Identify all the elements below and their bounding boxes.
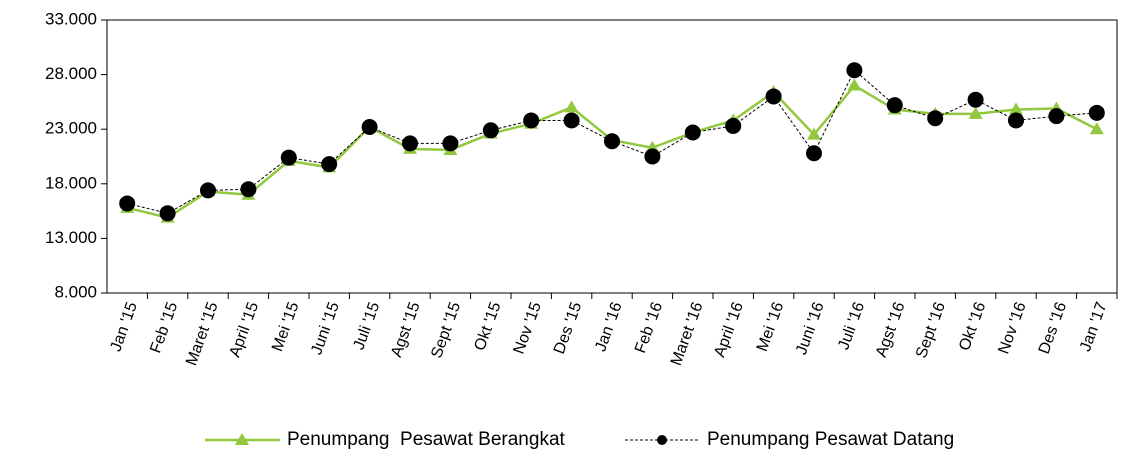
marker — [159, 205, 176, 222]
marker — [442, 135, 459, 152]
y-tick-label: 8.000 — [54, 282, 97, 301]
x-tick-label: Mei '15 — [269, 300, 302, 354]
marker — [807, 127, 821, 140]
legend-label: Penumpang Pesawat Berangkat — [287, 429, 566, 450]
x-tick-label: Agst '16 — [873, 300, 909, 360]
x-tick-label: Sept '16 — [913, 300, 949, 361]
x-tick-label: Nov '15 — [511, 300, 545, 356]
legend-marker — [657, 435, 667, 445]
x-tick-label: Juni '15 — [308, 300, 343, 357]
x-tick-label: Juli '16 — [835, 300, 868, 352]
y-tick-label: 13.000 — [45, 228, 97, 247]
x-tick-label: Jan '16 — [592, 300, 625, 354]
marker — [119, 195, 136, 212]
marker — [967, 91, 984, 108]
marker — [846, 62, 863, 79]
marker — [806, 145, 822, 162]
marker — [604, 133, 620, 150]
marker — [1009, 102, 1023, 115]
marker — [402, 135, 418, 152]
marker — [1008, 112, 1024, 129]
marker — [321, 156, 338, 173]
marker — [200, 182, 216, 199]
x-tick-label: Maret '15 — [183, 300, 222, 368]
marker — [684, 124, 701, 141]
marker — [765, 88, 782, 105]
x-tick-label: April '15 — [227, 300, 263, 360]
x-tick-label: Agst '15 — [388, 300, 424, 360]
x-tick-label: Maret '16 — [668, 300, 707, 368]
marker — [1048, 108, 1065, 125]
marker — [240, 181, 257, 198]
y-tick-label: 18.000 — [45, 173, 97, 192]
x-tick-label: Des '15 — [551, 300, 585, 356]
marker — [644, 148, 661, 165]
x-tick-label: Feb '15 — [147, 300, 181, 356]
marker — [523, 112, 540, 129]
x-tick-label: Mei '16 — [754, 300, 787, 354]
series-line — [126, 83, 1098, 219]
x-tick-label: April '16 — [711, 300, 747, 360]
legend-marker — [235, 433, 249, 445]
x-tick-label: Nov '16 — [995, 300, 1029, 356]
x-tick-label: Jan '17 — [1077, 300, 1110, 354]
y-tick-label: 23.000 — [45, 119, 97, 138]
marker — [1088, 104, 1105, 121]
marker — [361, 119, 378, 136]
marker — [563, 112, 580, 129]
marker — [927, 110, 944, 127]
x-tick-label: Juni '16 — [793, 300, 828, 357]
y-tick-label: 33.000 — [45, 9, 97, 28]
marker — [725, 117, 742, 134]
x-tick-label: Okt '15 — [471, 300, 504, 353]
plot-frame — [106, 19, 1118, 294]
x-tick-label: Jan '15 — [107, 300, 140, 354]
marker — [280, 149, 297, 166]
marker — [886, 97, 903, 114]
y-tick-label: 28.000 — [45, 64, 97, 83]
marker — [968, 106, 983, 119]
x-tick-label: Okt '16 — [956, 300, 989, 353]
marker — [1089, 122, 1104, 135]
marker — [847, 78, 862, 91]
x-tick-label: Des '16 — [1036, 300, 1070, 356]
x-tick-label: Juli '15 — [350, 300, 383, 352]
x-tick-label: Sept '15 — [428, 300, 464, 361]
x-tick-label: Feb '16 — [632, 300, 666, 356]
marker — [564, 100, 579, 113]
marker — [482, 122, 499, 139]
legend-label: Penumpang Pesawat Datang — [707, 429, 954, 450]
